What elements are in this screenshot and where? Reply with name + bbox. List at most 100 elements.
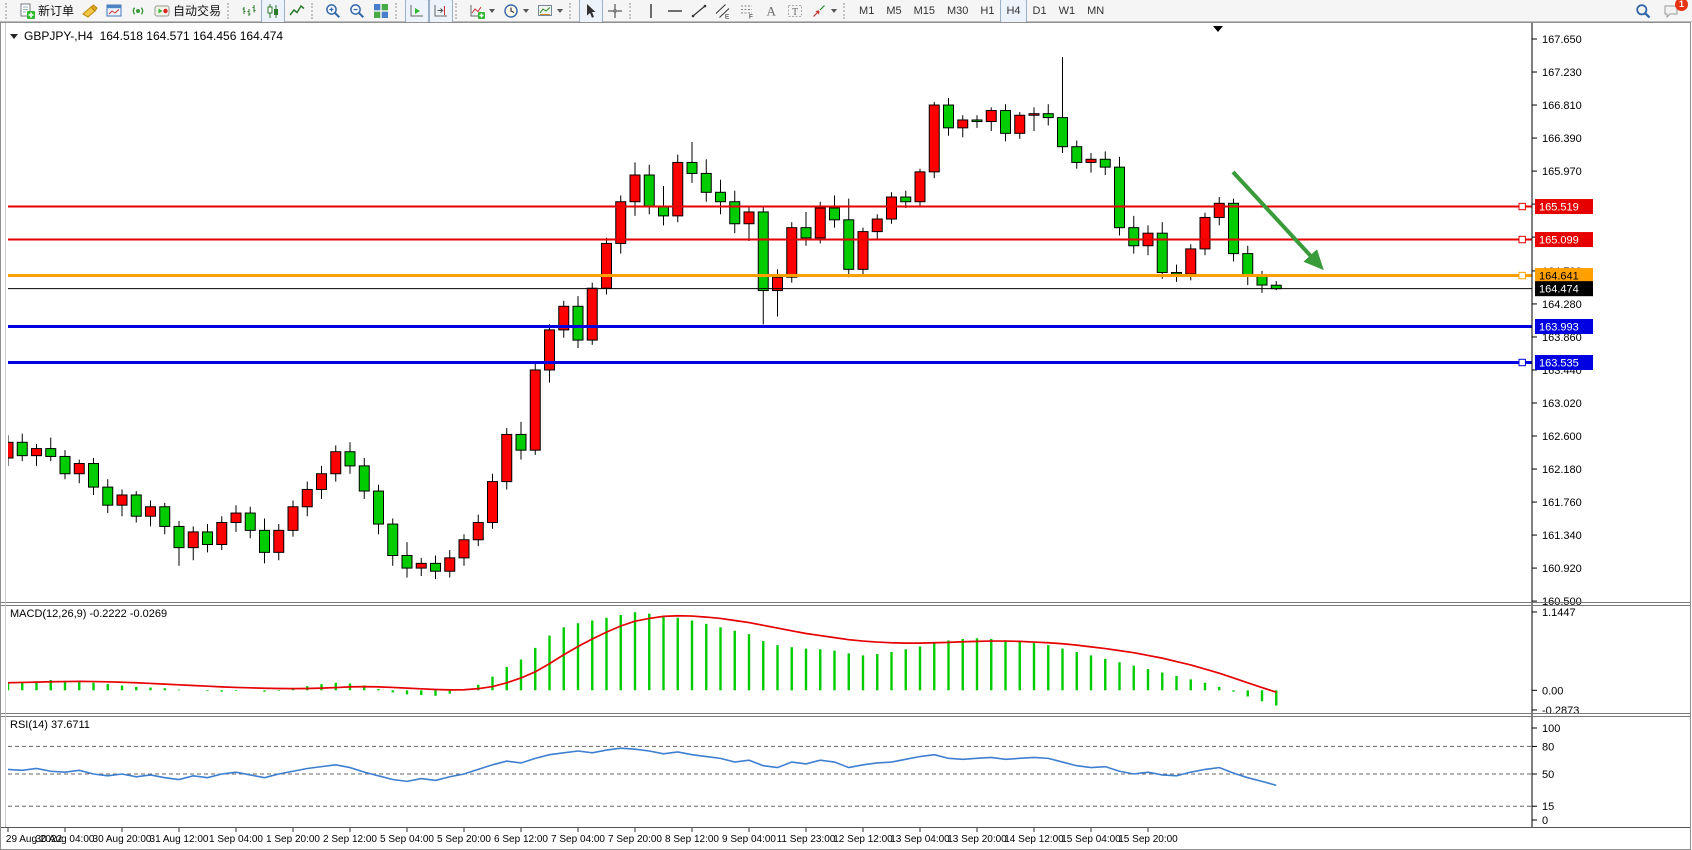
arrows-button[interactable] [807, 0, 841, 23]
timeframe-H4-button[interactable]: H4 [1000, 0, 1027, 23]
tile-windows-button[interactable] [369, 0, 393, 23]
crosshair-button[interactable] [603, 0, 627, 23]
chart-canvas[interactable]: 167.650 167.230 166.810 166.390 165.970 165.5… [0, 22, 1692, 850]
candle-bull [672, 161, 684, 217]
button-label: 新订单 [38, 4, 75, 18]
signals-button[interactable] [126, 0, 150, 23]
zoom-out-button[interactable] [345, 0, 369, 23]
candle-bear [686, 161, 698, 174]
axis-label: 163.993 [1539, 321, 1579, 333]
periods-icon [503, 3, 519, 19]
main-toolbar: 新订单 自动交易 E F A T M1 M5 M15 M30 H1 H4 D1 W1 MN 1 [0, 0, 1692, 23]
button-label: M15 [913, 4, 935, 17]
candle-bull [629, 174, 641, 203]
candle-bear [715, 191, 726, 203]
new-order-button[interactable]: 新订单 [15, 0, 78, 23]
templates-button[interactable] [533, 0, 567, 23]
svg-text:A: A [767, 3, 777, 18]
candle-bull [287, 506, 299, 531]
candle-bear [259, 529, 270, 553]
indicators-icon [469, 3, 486, 19]
candle-bull [301, 488, 313, 508]
text-icon: A [763, 3, 779, 19]
time-axis-label: 6 Sep 12:00 [494, 834, 548, 845]
candle-bull [472, 521, 484, 541]
svg-text:E: E [725, 13, 730, 19]
search-button[interactable] [1631, 0, 1655, 23]
timeframe-M1-button[interactable]: M1 [853, 0, 880, 23]
line-select-handle[interactable] [1518, 271, 1526, 280]
trendline-button[interactable] [687, 0, 711, 23]
auto-scroll-button[interactable] [405, 0, 430, 23]
timeframe-M30-button[interactable]: M30 [941, 0, 974, 23]
vertical-line-button[interactable] [639, 0, 663, 23]
candlestick-button[interactable] [261, 0, 286, 23]
axis-label: 164.280 [1542, 299, 1582, 311]
timeframe-D1-button[interactable]: D1 [1027, 0, 1053, 23]
candle-bear [900, 196, 912, 203]
candle-bull [316, 473, 327, 490]
horizontal-line-button[interactable] [663, 0, 687, 23]
bar-chart-button[interactable] [237, 0, 261, 23]
axis-label: 161.340 [1542, 530, 1582, 542]
axis-label: 100 [1542, 723, 1560, 735]
horizontal-line-icon [667, 3, 683, 19]
candle-bull [458, 539, 470, 559]
macd-indicator-label: MACD(12,26,9) -0.2222 -0.0269 [10, 608, 168, 620]
timeframe-W1-button[interactable]: W1 [1053, 0, 1082, 23]
dropdown-caret-icon[interactable] [557, 8, 564, 13]
timeframe-MN-button[interactable]: MN [1081, 0, 1110, 23]
candle-bear [202, 531, 213, 545]
time-axis-label: 15 Sep 20:00 [1118, 834, 1178, 845]
chart-dropdown-icon[interactable] [10, 33, 18, 39]
label-icon: T [787, 3, 803, 19]
line-chart-button[interactable] [285, 0, 309, 23]
line-select-handle[interactable] [1518, 235, 1526, 244]
trend-arrow-annotation[interactable] [1231, 170, 1324, 271]
macd-panel [8, 612, 1278, 706]
button-label: M5 [886, 4, 902, 17]
chart-shift-button[interactable] [429, 0, 454, 23]
axis-label: -0.2873 [1542, 705, 1579, 717]
zoom-in-button[interactable] [321, 0, 345, 23]
timeframe-H1-button[interactable]: H1 [974, 0, 1000, 23]
candle-bull [601, 242, 612, 289]
candle-bear [729, 201, 741, 225]
timeframe-M15-button[interactable]: M15 [908, 0, 941, 23]
vertical-line-icon [643, 3, 659, 19]
timeframe-M5-button[interactable]: M5 [880, 0, 907, 23]
autotrading-button[interactable]: 自动交易 [150, 0, 225, 23]
axis-label: 160.920 [1542, 563, 1582, 575]
button-label: H1 [980, 4, 995, 17]
time-axis-label: 1 Sep 20:00 [266, 834, 320, 845]
text-label-button[interactable]: T [783, 0, 807, 23]
fibonacci-button[interactable]: F [735, 0, 759, 23]
candle-bull [1199, 216, 1211, 250]
time-axis-label: 13 Sep 20:00 [947, 834, 1007, 845]
candle-bull [1014, 114, 1026, 134]
cursor-button[interactable] [579, 0, 604, 23]
candle-bull [1085, 158, 1097, 163]
button-label: H4 [1006, 4, 1021, 17]
dropdown-caret-icon[interactable] [523, 8, 530, 13]
equidistant-channel-button[interactable]: E [711, 0, 735, 23]
price-line-label [1535, 355, 1593, 371]
auto-scroll-icon [409, 3, 425, 19]
time-axis-label: 7 Sep 20:00 [608, 834, 662, 845]
periods-button[interactable] [499, 0, 533, 23]
toolbar-separator [843, 2, 849, 19]
cursor-icon [583, 3, 599, 19]
line-select-handle[interactable] [1518, 358, 1526, 367]
text-button[interactable]: A [759, 0, 783, 23]
notifications-button[interactable]: 1 [1659, 0, 1688, 23]
line-select-handle[interactable] [1518, 202, 1526, 211]
candle-bull [273, 529, 285, 553]
time-axis-label: 5 Sep 20:00 [437, 834, 491, 845]
chart-title: GBPJPY-,H4 164.518 164.571 164.456 164.4… [10, 29, 283, 43]
crayon-button[interactable] [78, 0, 102, 23]
candle-bear [387, 523, 399, 557]
dropdown-caret-icon[interactable] [489, 8, 496, 13]
new-chart-button[interactable] [102, 0, 126, 23]
dropdown-caret-icon[interactable] [831, 8, 838, 13]
indicators-button[interactable] [465, 0, 499, 23]
